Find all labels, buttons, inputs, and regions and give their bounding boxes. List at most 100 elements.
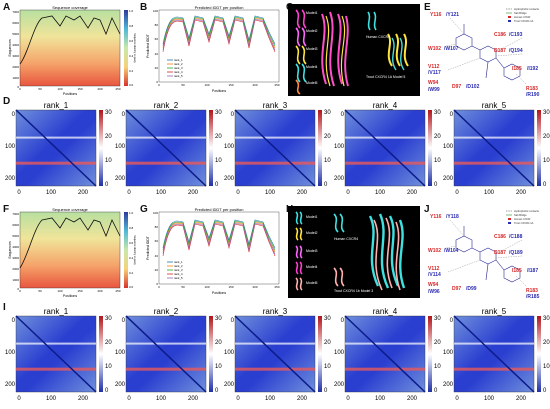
pae-ytick: 200 (114, 382, 125, 388)
svg-text:40: 40 (155, 254, 159, 258)
svg-text:7000: 7000 (12, 10, 19, 14)
panel-label-e: E (424, 2, 431, 13)
pae-xtick: 200 (187, 190, 198, 196)
pae-xtick: 200 (297, 396, 308, 402)
svg-text:0: 0 (158, 83, 160, 87)
pae-ytick: 0 (340, 318, 344, 324)
svg-text:Y116: Y116 (430, 12, 442, 18)
pae-colorbar-tick: 10 (105, 364, 112, 370)
svg-text:rank_3: rank_3 (174, 268, 183, 272)
svg-text:Human CXCR4: Human CXCR4 (334, 237, 358, 241)
svg-text:/V117: /V117 (428, 70, 441, 76)
svg-text:0.0: 0.0 (129, 83, 134, 87)
plddt-line-rank-3 (162, 16, 276, 47)
svg-text:W102: W102 (428, 46, 441, 52)
svg-text:Human CXCR: Human CXCR (514, 15, 531, 19)
pae-xtick: 100 (265, 396, 276, 402)
coverage-plot-bottom: Sequence coverage Positions Sequences 70… (8, 206, 136, 298)
svg-text:rank_4: rank_4 (174, 272, 183, 276)
pae-colorbar-tick: 20 (105, 134, 112, 140)
svg-text:100: 100 (204, 83, 209, 87)
svg-text:Model2: Model2 (306, 231, 318, 235)
pae-colorbar-tick: 0 (434, 182, 438, 188)
panel-label-i: I (3, 302, 6, 313)
pae-title: rank_2 (153, 307, 178, 316)
pae-title: rank_4 (372, 101, 397, 110)
pae-ytick: 200 (114, 176, 125, 182)
svg-text:Hydrophobic contacts: Hydrophobic contacts (514, 209, 540, 213)
svg-text:Trout CXCR4 1b Model 3: Trout CXCR4 1b Model 3 (334, 289, 373, 293)
svg-text:6000: 6000 (12, 223, 19, 227)
svg-text:D97: D97 (452, 286, 461, 292)
pae-colorbar-tick: 20 (324, 134, 331, 140)
svg-text:0: 0 (19, 87, 21, 91)
svg-text:1.0: 1.0 (129, 9, 134, 13)
svg-text:D187: D187 (494, 48, 506, 54)
svg-text:W94: W94 (428, 80, 439, 86)
svg-text:0: 0 (156, 80, 158, 84)
svg-text:Model2: Model2 (306, 29, 318, 33)
pae-ytick: 100 (224, 144, 235, 150)
coverage-xticks: 0 50 100 150 200 250 (19, 87, 121, 91)
svg-text:5000: 5000 (12, 32, 19, 36)
svg-text:Sequence identity to query: Sequence identity to query (133, 235, 136, 265)
svg-text:/D99: /D99 (466, 286, 477, 292)
coverage-xlabel: Positions (63, 92, 77, 96)
pae-ytick: 100 (333, 144, 344, 150)
svg-text:Sequence coverage: Sequence coverage (52, 207, 88, 212)
pae-xtick: 0 (236, 190, 240, 196)
pae-colorbar-tick: 0 (543, 388, 547, 394)
svg-text:/C188: /C188 (509, 234, 523, 240)
panel-label-g: G (140, 204, 148, 215)
panel-label-j: J (424, 204, 430, 215)
pae-colorbar-tick: 20 (434, 134, 441, 140)
svg-text:6000: 6000 (12, 21, 19, 25)
pae-colorbar-tick: 0 (105, 388, 109, 394)
svg-text:Salt Bridge: Salt Bridge (514, 213, 527, 217)
svg-text:rank_4: rank_4 (174, 70, 183, 74)
pae-colorbar-tick: 30 (324, 110, 331, 116)
pae-title: rank_5 (482, 101, 507, 110)
pae-xtick: 0 (346, 190, 350, 196)
coverage-plot-top: Sequence coverage Positions Sequences 70… (8, 4, 136, 96)
coverage-yticks: 7000 6000 5000 4000 3000 2000 1000 0 (12, 10, 19, 89)
pae-xtick: 200 (406, 396, 417, 402)
svg-text:/Y121: /Y121 (446, 12, 459, 18)
pae-title: rank_3 (263, 307, 288, 316)
pae-colorbar-tick: 10 (215, 158, 222, 164)
pae-ytick: 0 (121, 318, 125, 324)
pae-xtick: 0 (455, 190, 459, 196)
svg-text:60: 60 (155, 239, 159, 243)
svg-text:200: 200 (252, 285, 257, 289)
pae-xtick: 100 (46, 396, 57, 402)
pae-colorbar-tick: 0 (543, 182, 547, 188)
svg-text:Positions: Positions (63, 294, 77, 298)
svg-text:rank_1: rank_1 (174, 260, 183, 264)
structure-captions-top: Human CXCR4 Trout CXCR4 1A Model 5 (366, 35, 405, 79)
pae-colorbar-tick: 0 (324, 388, 328, 394)
svg-text:Model1: Model1 (306, 11, 318, 15)
svg-text:/Q189: /Q189 (509, 250, 523, 256)
svg-text:/Q194: /Q194 (509, 48, 523, 54)
svg-text:1000: 1000 (12, 76, 19, 80)
pae-xtick: 0 (127, 190, 131, 196)
pae-xtick: 200 (516, 190, 527, 196)
plddt-ylabel: Predicted lDDT (146, 33, 150, 58)
pae-title: rank_1 (44, 307, 69, 316)
svg-text:Model4: Model4 (306, 265, 318, 269)
pae-colorbar-tick: 10 (543, 158, 550, 164)
pae-colorbar-tick: 30 (543, 316, 550, 322)
pae-colorbar-tick: 20 (543, 134, 550, 140)
interaction-diagram-bottom: Hydrophobic contacts Salt Bridge Human C… (426, 206, 548, 300)
svg-text:Human CXCR4: Human CXCR4 (366, 35, 390, 39)
coverage-colorbar-ticks: 1.0 0.8 0.6 0.4 0.2 0.0 (129, 9, 134, 87)
svg-text:150: 150 (228, 83, 233, 87)
pae-title: rank_1 (44, 101, 69, 110)
svg-text:Trout CXCR4 1A Model 5: Trout CXCR4 1A Model 5 (366, 75, 405, 79)
svg-text:0: 0 (19, 289, 21, 293)
pae-ytick: 200 (224, 176, 235, 182)
pae-xtick: 100 (484, 396, 495, 402)
svg-text:Y116: Y116 (430, 214, 442, 220)
